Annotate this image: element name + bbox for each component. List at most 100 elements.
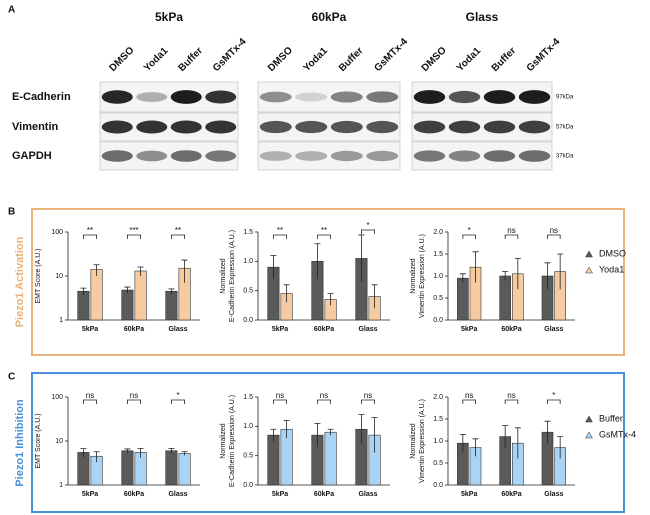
y-tick-label: 10 <box>55 438 63 445</box>
blot-band <box>136 92 168 102</box>
condition-label: 60kPa <box>312 10 347 24</box>
significance-bracket <box>273 234 287 239</box>
error-bar <box>270 428 277 441</box>
bar <box>121 289 134 321</box>
bar <box>165 450 178 486</box>
blot-band <box>448 150 481 162</box>
x-tick-label: 5kPa <box>272 491 288 498</box>
significance-label: ns <box>507 391 515 400</box>
error-bar <box>459 434 466 452</box>
blot-band <box>295 120 328 134</box>
blot-band <box>101 150 133 162</box>
y-tick-label: 1.5 <box>433 251 443 258</box>
y-tick-label: 10 <box>55 273 63 280</box>
bar <box>77 452 90 486</box>
y-tick-label: 0.0 <box>433 482 443 489</box>
significance-label: ** <box>321 226 327 235</box>
error-bar <box>168 447 175 454</box>
error-bar <box>472 251 479 283</box>
blot-band <box>259 120 292 134</box>
lane-label: Buffer <box>176 45 205 74</box>
blot-band <box>448 90 481 104</box>
y-axis-label: Normalized <box>410 423 417 459</box>
y-tick-label: 0.5 <box>433 460 443 467</box>
error-bar <box>181 259 188 283</box>
blot-band <box>413 120 446 134</box>
y-tick-label: 2.0 <box>433 394 443 401</box>
blot-band <box>259 151 292 161</box>
significance-label: ** <box>277 226 283 235</box>
lane-label: Buffer <box>490 45 519 74</box>
panel-label: C <box>8 372 15 383</box>
y-tick-label: 1.0 <box>433 273 443 280</box>
panel-frame <box>31 372 625 513</box>
x-tick-label: Glass <box>168 491 187 498</box>
blot-band <box>170 150 202 162</box>
error-bar <box>371 417 378 453</box>
error-bar <box>557 436 564 459</box>
error-bar <box>514 258 521 290</box>
lane-label: DMSO <box>107 45 136 74</box>
blot-band <box>170 120 202 134</box>
significance-label: ** <box>175 226 181 235</box>
lane-label: GsMTx-4 <box>525 36 563 74</box>
bar <box>267 434 280 486</box>
significance-label: * <box>468 226 471 235</box>
legend-marker <box>585 415 593 423</box>
significance-bracket <box>317 399 331 404</box>
significance-bracket <box>171 399 185 404</box>
significance-label: * <box>552 391 555 400</box>
row-label: GAPDH <box>12 150 52 162</box>
side-title: Piezo1 Inhibition <box>14 399 26 487</box>
x-tick-label: Glass <box>544 491 563 498</box>
x-tick-label: 60kPa <box>124 491 144 498</box>
significance-bracket <box>273 399 287 404</box>
error-bar <box>314 423 321 447</box>
error-bar <box>327 428 334 436</box>
size-label: 97kDa <box>556 95 574 101</box>
x-tick-label: 60kPa <box>314 326 334 333</box>
significance-label: ns <box>364 391 372 400</box>
blot-band <box>413 150 446 162</box>
y-tick-label: 0.5 <box>243 288 253 295</box>
blot-band <box>366 91 399 103</box>
lane-label: Buffer <box>337 45 366 74</box>
significance-bracket <box>547 399 561 404</box>
lane-label: GsMTx-4 <box>211 36 249 74</box>
panel-label: A <box>8 5 15 16</box>
y-tick-label: 1.5 <box>243 229 253 236</box>
y-tick-label: 1.0 <box>243 258 253 265</box>
bar <box>457 277 469 321</box>
significance-bracket <box>83 399 97 404</box>
y-axis-label: EMT Score (A.U.) <box>35 413 42 468</box>
panel-frame <box>31 208 625 356</box>
legend-marker <box>585 431 593 439</box>
blot-band <box>136 150 168 162</box>
y-tick-label: 1.5 <box>243 394 253 401</box>
lane-label: DMSO <box>266 45 295 74</box>
significance-label: *** <box>129 226 138 235</box>
bar <box>165 290 178 321</box>
y-tick-label: 100 <box>51 394 63 401</box>
significance-bracket <box>547 234 561 239</box>
significance-bracket <box>127 399 141 404</box>
significance-bracket <box>317 234 331 239</box>
error-bar <box>124 448 131 453</box>
y-tick-label: 0.0 <box>243 482 253 489</box>
y-tick-label: 100 <box>51 229 63 236</box>
significance-bracket <box>462 234 476 239</box>
x-tick-label: 60kPa <box>501 491 521 498</box>
size-label: 57kDa <box>556 125 574 131</box>
blot-band <box>330 120 363 134</box>
y-tick-label: 1.0 <box>433 438 443 445</box>
blot-band <box>448 120 481 134</box>
y-tick-label: 2.0 <box>433 229 443 236</box>
y-axis-label: E-Cadherin Expression (A.U.) <box>229 395 236 487</box>
y-tick-label: 1 <box>59 482 63 489</box>
blot-band <box>483 150 516 162</box>
significance-bracket <box>504 399 519 404</box>
y-tick-label: 1 <box>59 317 63 324</box>
error-bar <box>358 234 365 282</box>
error-bar <box>80 287 87 295</box>
error-bar <box>80 448 87 458</box>
